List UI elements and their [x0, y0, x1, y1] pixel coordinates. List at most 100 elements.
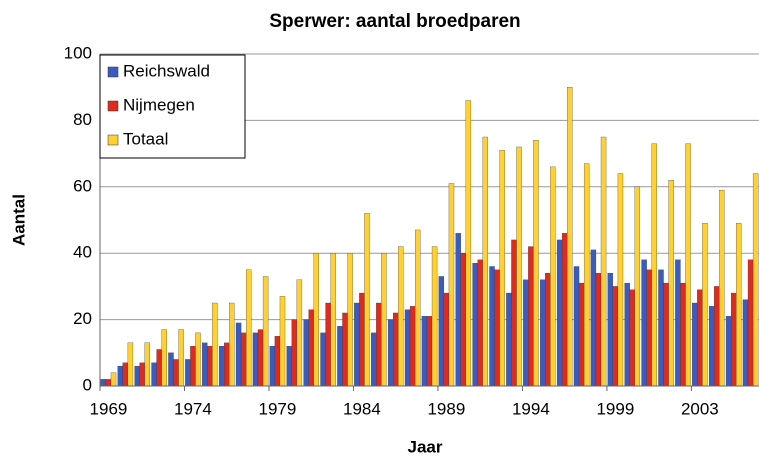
bar	[578, 282, 585, 387]
bar	[224, 342, 230, 387]
bar	[489, 266, 495, 387]
y-tick-label: 100	[64, 43, 92, 62]
bar	[651, 143, 657, 387]
x-tick-label: 1979	[259, 399, 297, 418]
x-tick-label: 2003	[681, 399, 719, 418]
bar	[612, 286, 619, 387]
legend-swatch	[107, 134, 119, 146]
bar	[139, 362, 145, 387]
bar	[151, 362, 157, 387]
bar	[573, 266, 580, 387]
bar	[398, 246, 404, 387]
bar	[567, 87, 573, 387]
bar	[663, 282, 669, 387]
bar	[235, 322, 242, 387]
bar	[156, 349, 162, 387]
bar	[178, 329, 184, 387]
bar	[460, 253, 466, 387]
bar	[252, 332, 259, 387]
bar	[472, 263, 478, 387]
bar	[443, 292, 450, 387]
legend-swatch	[107, 100, 119, 112]
bar	[590, 249, 597, 387]
bar	[337, 326, 343, 387]
bar	[624, 282, 630, 387]
bar	[409, 306, 416, 387]
bar	[506, 292, 512, 387]
bar	[320, 332, 326, 387]
bar	[364, 213, 370, 387]
legend-label: Reichswald	[123, 61, 210, 80]
bar	[354, 302, 360, 387]
bar	[658, 269, 664, 387]
bar	[600, 136, 607, 387]
bar	[747, 259, 754, 387]
bar	[550, 166, 556, 387]
bar	[308, 309, 314, 387]
x-tick-label: 1994	[512, 399, 550, 418]
bar	[477, 259, 483, 387]
bar	[269, 346, 276, 387]
bar	[634, 186, 641, 387]
y-tick-label: 80	[73, 110, 92, 129]
bar	[330, 253, 336, 387]
bar	[482, 136, 488, 387]
bar	[117, 365, 123, 387]
bar	[736, 223, 742, 387]
x-tick-label: 1974	[174, 399, 212, 418]
bar	[342, 312, 348, 387]
bar	[393, 312, 399, 387]
bar	[127, 342, 134, 387]
bar	[533, 140, 539, 387]
bar	[257, 329, 264, 387]
bar	[207, 346, 213, 387]
bar	[617, 173, 624, 387]
bar	[431, 246, 438, 387]
bar	[725, 316, 732, 387]
bar	[692, 302, 698, 387]
bar	[279, 296, 286, 387]
bar	[668, 180, 674, 387]
bar	[714, 286, 720, 387]
bar	[286, 346, 292, 387]
bar	[583, 163, 590, 387]
bar	[646, 269, 652, 387]
bar	[697, 289, 703, 387]
legend-label: Nijmegen	[123, 95, 195, 114]
bar	[359, 292, 365, 387]
legend-box	[99, 54, 246, 159]
bar	[561, 233, 568, 387]
bar	[719, 189, 725, 387]
bar	[218, 346, 225, 387]
bar	[595, 272, 602, 387]
bar	[161, 329, 167, 387]
bar	[499, 150, 505, 387]
bar	[202, 342, 208, 387]
bar	[523, 279, 529, 387]
x-tick-label: 1969	[90, 399, 128, 418]
bar	[685, 143, 691, 387]
bar	[641, 259, 647, 387]
bar	[680, 282, 686, 387]
bar	[240, 332, 247, 387]
bar	[465, 100, 472, 387]
y-tick-label: 0	[83, 375, 92, 394]
bar	[381, 253, 387, 387]
bar	[556, 239, 563, 387]
legend-swatch	[107, 66, 119, 78]
bar	[313, 253, 319, 387]
bar	[528, 246, 534, 387]
bar	[455, 233, 461, 387]
bar	[291, 319, 298, 387]
bar	[100, 379, 107, 387]
y-tick-label: 60	[73, 176, 92, 195]
legend-label: Totaal	[123, 129, 168, 148]
bar	[702, 223, 708, 387]
bar	[134, 365, 140, 387]
bar	[347, 253, 353, 387]
bar	[516, 146, 522, 387]
bar	[303, 319, 309, 387]
bar	[607, 272, 613, 387]
bar	[404, 309, 411, 387]
